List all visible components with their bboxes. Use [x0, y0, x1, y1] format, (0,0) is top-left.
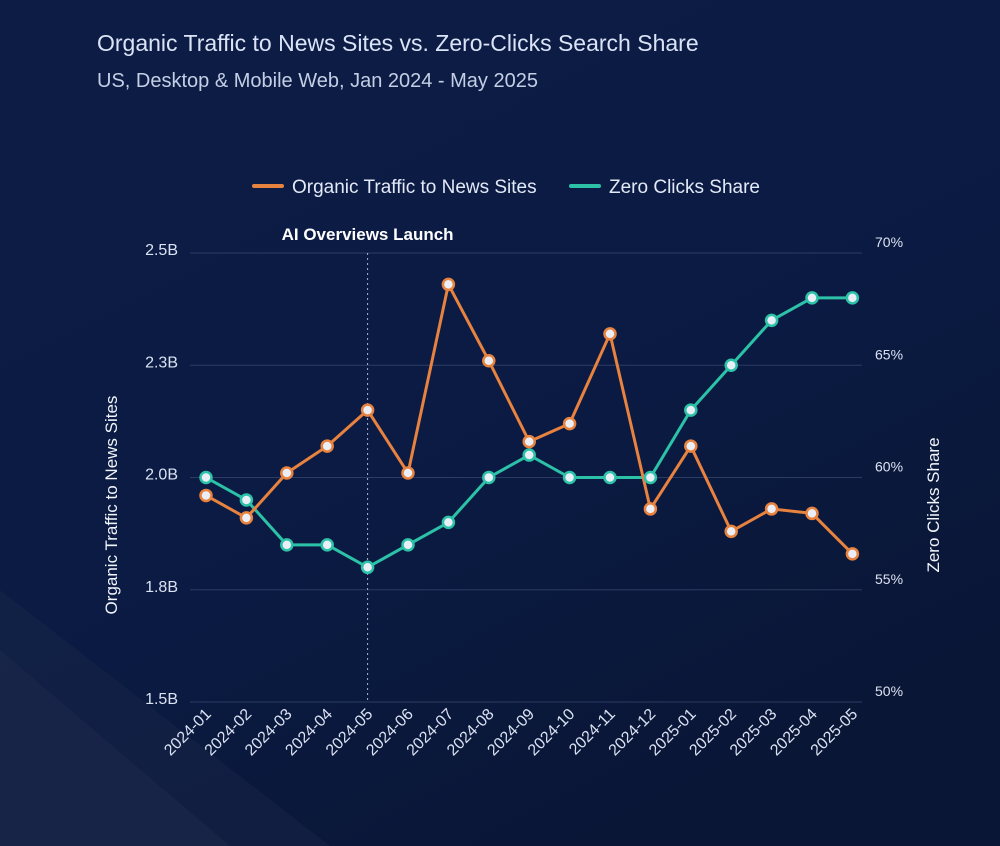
traffic-data-point	[199, 488, 213, 503]
zero-clicks-data-point	[643, 470, 658, 485]
traffic-data-point	[603, 327, 617, 341]
traffic-data-point	[441, 277, 456, 292]
traffic-data-point	[805, 506, 819, 521]
traffic-data-point	[845, 547, 860, 561]
zero-clicks-series-line	[204, 296, 854, 569]
y-left-tick-label: 2.0B	[145, 467, 178, 484]
zero-clicks-data-point	[320, 538, 334, 552]
traffic-series-line	[204, 282, 854, 556]
zero-clicks-data-point	[522, 448, 536, 462]
traffic-data-point	[684, 439, 698, 453]
traffic-data-point	[360, 403, 375, 417]
zero-clicks-data-point	[280, 538, 294, 552]
y-right-tick-label: 65%	[875, 346, 903, 362]
y-left-tick-label: 2.5B	[145, 242, 178, 259]
y-right-tick-label: 60%	[875, 459, 903, 475]
traffic-data-point	[320, 439, 334, 453]
y-left-tick-label: 2.3B	[145, 354, 178, 371]
zero-clicks-data-point	[724, 358, 738, 372]
legend-item-traffic-label: Organic Traffic to News Sites	[292, 177, 537, 198]
zero-clicks-data-point	[764, 313, 779, 328]
zero-clicks-data-point	[401, 538, 415, 552]
zero-clicks-data-point	[845, 291, 860, 305]
chart-title: Organic Traffic to News Sites vs. Zero-C…	[97, 30, 699, 56]
zero-clicks-data-point	[199, 470, 213, 485]
traffic-data-point	[239, 511, 254, 525]
y-right-tick-label: 50%	[875, 683, 903, 699]
traffic-data-point	[280, 466, 294, 480]
chart-subtitle: US, Desktop & Mobile Web, Jan 2024 - May…	[97, 70, 538, 92]
zero-clicks-data-point	[562, 470, 577, 485]
zero-clicks-data-point	[360, 560, 375, 575]
legend-item-zero-clicks-label: Zero Clicks Share	[609, 177, 760, 198]
y-left-tick-label: 1.5B	[145, 691, 178, 708]
traffic-data-point	[724, 524, 738, 539]
y-left-tick-label: 1.8B	[145, 579, 178, 596]
traffic-data-point	[643, 502, 658, 516]
y-right-axis-label: Zero Clicks Share	[924, 437, 943, 572]
traffic-data-point	[522, 434, 536, 449]
traffic-data-point	[764, 502, 779, 516]
zero-clicks-data-point	[805, 291, 819, 305]
zero-clicks-data-point	[603, 470, 617, 485]
traffic-data-point	[401, 466, 415, 480]
y-left-axis-label: Organic Traffic to News Sites	[102, 396, 121, 615]
y-right-tick-label: 70%	[875, 234, 903, 250]
traffic-data-point	[482, 354, 496, 368]
zero-clicks-data-point	[239, 493, 254, 507]
traffic-data-point	[562, 416, 577, 431]
annotation-label: AI Overviews Launch	[282, 225, 454, 244]
zero-clicks-data-point	[441, 515, 456, 530]
zero-clicks-data-point	[684, 403, 698, 417]
y-right-tick-label: 55%	[875, 571, 903, 587]
zero-clicks-data-point	[482, 470, 496, 485]
